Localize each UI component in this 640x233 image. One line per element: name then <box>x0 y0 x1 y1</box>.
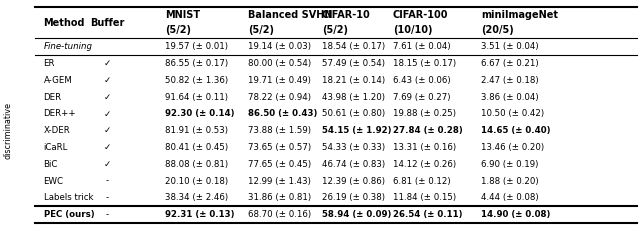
Text: 19.57 (± 0.01): 19.57 (± 0.01) <box>165 42 228 51</box>
Text: PEC (ours): PEC (ours) <box>44 210 94 219</box>
Text: 73.65 (± 0.57): 73.65 (± 0.57) <box>248 143 312 152</box>
Text: CIFAR-10: CIFAR-10 <box>322 10 371 20</box>
Text: 78.22 (± 0.94): 78.22 (± 0.94) <box>248 93 311 102</box>
Text: 54.15 (± 1.92): 54.15 (± 1.92) <box>322 126 392 135</box>
Text: (5/2): (5/2) <box>165 25 191 35</box>
Text: 3.86 (± 0.04): 3.86 (± 0.04) <box>481 93 539 102</box>
Text: 13.46 (± 0.20): 13.46 (± 0.20) <box>481 143 545 152</box>
Text: Buffer: Buffer <box>90 18 125 28</box>
Text: 13.31 (± 0.16): 13.31 (± 0.16) <box>393 143 456 152</box>
Text: ✓: ✓ <box>104 76 111 85</box>
Text: Balanced SVHN: Balanced SVHN <box>248 10 333 20</box>
Text: 54.33 (± 0.33): 54.33 (± 0.33) <box>322 143 385 152</box>
Text: 86.55 (± 0.17): 86.55 (± 0.17) <box>165 59 228 68</box>
Text: 7.69 (± 0.27): 7.69 (± 0.27) <box>393 93 451 102</box>
Text: miniImageNet: miniImageNet <box>481 10 558 20</box>
Text: -: - <box>106 193 109 202</box>
Text: X-DER: X-DER <box>44 126 70 135</box>
Text: 11.84 (± 0.15): 11.84 (± 0.15) <box>393 193 456 202</box>
Text: ✓: ✓ <box>104 143 111 152</box>
Text: ✓: ✓ <box>104 160 111 169</box>
Text: 43.98 (± 1.20): 43.98 (± 1.20) <box>322 93 385 102</box>
Text: 20.10 (± 0.18): 20.10 (± 0.18) <box>165 177 228 185</box>
Text: 38.34 (± 2.46): 38.34 (± 2.46) <box>165 193 228 202</box>
Text: 1.88 (± 0.20): 1.88 (± 0.20) <box>481 177 539 185</box>
Text: ✓: ✓ <box>104 59 111 68</box>
Text: 46.74 (± 0.83): 46.74 (± 0.83) <box>322 160 385 169</box>
Text: 7.61 (± 0.04): 7.61 (± 0.04) <box>393 42 451 51</box>
Text: Method: Method <box>44 18 85 28</box>
Text: Fine-tuning: Fine-tuning <box>44 42 93 51</box>
Text: DER: DER <box>44 93 61 102</box>
Text: ✓: ✓ <box>104 110 111 118</box>
Text: (5/2): (5/2) <box>322 25 348 35</box>
Text: (10/10): (10/10) <box>393 25 433 35</box>
Text: 91.64 (± 0.11): 91.64 (± 0.11) <box>165 93 228 102</box>
Text: EWC: EWC <box>44 177 63 185</box>
Text: ✓: ✓ <box>104 126 111 135</box>
Text: 12.99 (± 1.43): 12.99 (± 1.43) <box>248 177 311 185</box>
Text: 6.81 (± 0.12): 6.81 (± 0.12) <box>393 177 451 185</box>
Text: 18.15 (± 0.17): 18.15 (± 0.17) <box>393 59 456 68</box>
Text: ER: ER <box>44 59 55 68</box>
Text: 77.65 (± 0.45): 77.65 (± 0.45) <box>248 160 312 169</box>
Text: 88.08 (± 0.81): 88.08 (± 0.81) <box>165 160 228 169</box>
Text: 50.61 (± 0.80): 50.61 (± 0.80) <box>322 110 385 118</box>
Text: 80.00 (± 0.54): 80.00 (± 0.54) <box>248 59 312 68</box>
Text: 73.88 (± 1.59): 73.88 (± 1.59) <box>248 126 311 135</box>
Text: 50.82 (± 1.36): 50.82 (± 1.36) <box>165 76 228 85</box>
Text: 68.70 (± 0.16): 68.70 (± 0.16) <box>248 210 312 219</box>
Text: 81.91 (± 0.53): 81.91 (± 0.53) <box>165 126 228 135</box>
Text: DER++: DER++ <box>44 110 76 118</box>
Text: 6.67 (± 0.21): 6.67 (± 0.21) <box>481 59 539 68</box>
Text: 92.31 (± 0.13): 92.31 (± 0.13) <box>165 210 235 219</box>
Text: iCaRL: iCaRL <box>44 143 68 152</box>
Text: CIFAR-100: CIFAR-100 <box>393 10 449 20</box>
Text: 4.44 (± 0.08): 4.44 (± 0.08) <box>481 193 539 202</box>
Text: 58.94 (± 0.09): 58.94 (± 0.09) <box>322 210 391 219</box>
Text: 26.54 (± 0.11): 26.54 (± 0.11) <box>393 210 463 219</box>
Text: 80.41 (± 0.45): 80.41 (± 0.45) <box>165 143 228 152</box>
Text: 26.19 (± 0.38): 26.19 (± 0.38) <box>322 193 385 202</box>
Text: 19.88 (± 0.25): 19.88 (± 0.25) <box>393 110 456 118</box>
Text: 19.14 (± 0.03): 19.14 (± 0.03) <box>248 42 311 51</box>
Text: 31.86 (± 0.81): 31.86 (± 0.81) <box>248 193 312 202</box>
Text: ✓: ✓ <box>104 93 111 102</box>
Text: 6.90 (± 0.19): 6.90 (± 0.19) <box>481 160 539 169</box>
Text: (5/2): (5/2) <box>248 25 275 35</box>
Text: 12.39 (± 0.86): 12.39 (± 0.86) <box>322 177 385 185</box>
Text: 2.47 (± 0.18): 2.47 (± 0.18) <box>481 76 539 85</box>
Text: -: - <box>106 177 109 185</box>
Text: 14.90 (± 0.08): 14.90 (± 0.08) <box>481 210 550 219</box>
Text: 10.50 (± 0.42): 10.50 (± 0.42) <box>481 110 545 118</box>
Text: 6.43 (± 0.06): 6.43 (± 0.06) <box>393 76 451 85</box>
Text: 57.49 (± 0.54): 57.49 (± 0.54) <box>322 59 385 68</box>
Text: 18.54 (± 0.17): 18.54 (± 0.17) <box>322 42 385 51</box>
Text: 86.50 (± 0.43): 86.50 (± 0.43) <box>248 110 317 118</box>
Text: 27.84 (± 0.28): 27.84 (± 0.28) <box>393 126 463 135</box>
Text: -: - <box>106 210 109 219</box>
Text: (20/5): (20/5) <box>481 25 514 35</box>
Text: 19.71 (± 0.49): 19.71 (± 0.49) <box>248 76 311 85</box>
Text: 92.30 (± 0.14): 92.30 (± 0.14) <box>165 110 235 118</box>
Text: BiC: BiC <box>44 160 58 169</box>
Text: A-GEM: A-GEM <box>44 76 72 85</box>
Text: 18.21 (± 0.14): 18.21 (± 0.14) <box>322 76 385 85</box>
Text: 14.12 (± 0.26): 14.12 (± 0.26) <box>393 160 456 169</box>
Text: Labels trick: Labels trick <box>44 193 93 202</box>
Text: MNIST: MNIST <box>165 10 200 20</box>
Text: discriminative: discriminative <box>3 102 12 159</box>
Text: 14.65 (± 0.40): 14.65 (± 0.40) <box>481 126 551 135</box>
Text: 3.51 (± 0.04): 3.51 (± 0.04) <box>481 42 539 51</box>
